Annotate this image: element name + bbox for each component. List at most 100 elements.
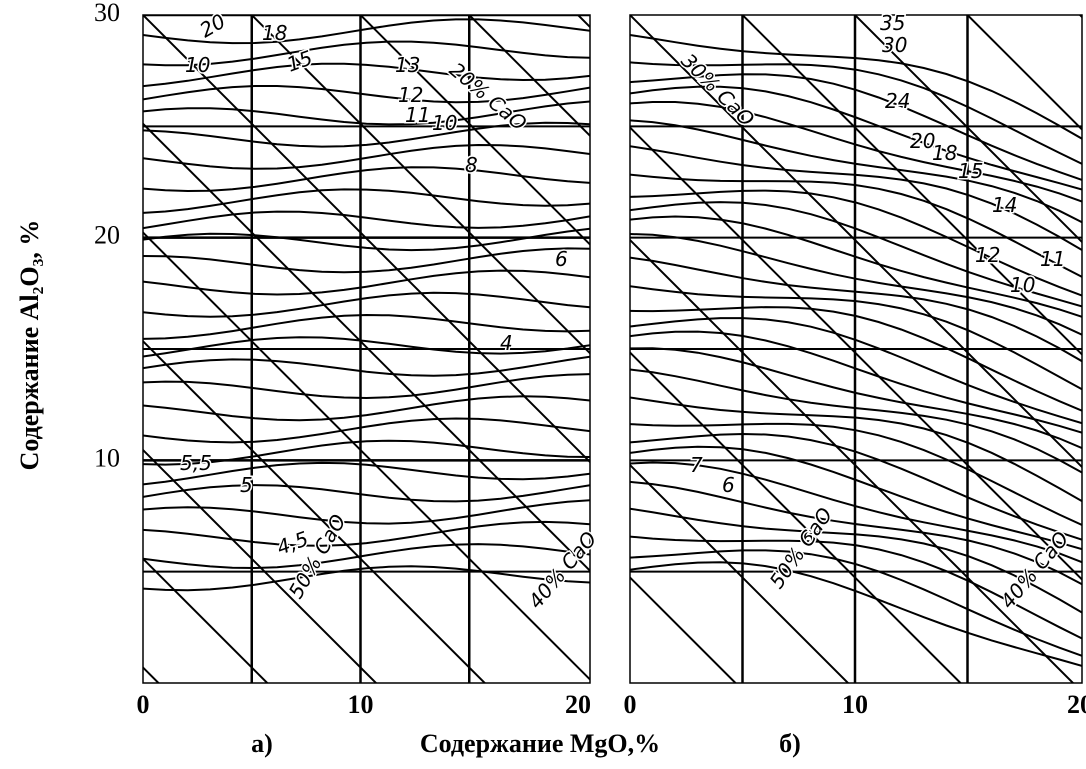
diagonal [630, 463, 850, 683]
contour-line [143, 121, 590, 148]
contour-label: 5 [240, 473, 253, 497]
y-axis-label: Содержание Al₂O₃, % [15, 220, 44, 471]
contour-line [630, 422, 1082, 526]
contour-label: 11 [405, 103, 430, 127]
contour-line [630, 256, 1082, 363]
contour-label: 10 [185, 53, 210, 77]
diagonal [576, 15, 590, 29]
contour-line [630, 34, 1082, 140]
contour-line [143, 227, 590, 252]
diagonal [741, 15, 1082, 356]
diagonal [467, 15, 590, 138]
contour-line [630, 480, 1082, 586]
contour-line [630, 306, 1082, 412]
diagonal [143, 122, 590, 573]
contour-line [143, 166, 590, 193]
contour-line [143, 461, 590, 486]
contour-line [143, 395, 590, 422]
diagonal [250, 15, 590, 355]
contour-label: 6 [555, 247, 568, 271]
contour-label: 20% CaO [445, 57, 532, 135]
diagonal [0, 0, 430, 715]
contour-label: 15 [958, 159, 983, 183]
x-tick-label: 20 [1067, 690, 1086, 719]
contour-line [630, 507, 1082, 614]
contour-line [630, 201, 1082, 308]
y-tick-label: 20 [94, 221, 120, 250]
contour-label: 30 [882, 33, 907, 57]
contour-line [630, 189, 1082, 297]
contour-line [630, 561, 1082, 667]
panel-label: б) [779, 729, 801, 758]
diagonal [359, 15, 590, 246]
x-tick-label: 0 [137, 690, 150, 719]
contour-line [143, 565, 590, 592]
contour-line [630, 461, 1082, 564]
diagonal [0, 0, 655, 715]
contour-line [630, 317, 1082, 425]
x-tick-label: 20 [565, 690, 591, 719]
contour-label: 10 [432, 111, 457, 135]
contour-label: 7 [690, 453, 703, 477]
x-axis-label: Содержание MgO,% [420, 729, 660, 758]
contour-label: 50% CaO [284, 510, 351, 602]
contour-label: 20 [910, 129, 935, 153]
contour-line [630, 233, 1082, 336]
contour-line [630, 549, 1082, 657]
contour-label: 11 [1040, 247, 1065, 271]
contour-line [143, 62, 590, 88]
contour-line [143, 336, 590, 358]
contour-line [630, 61, 1082, 165]
contour-line [143, 210, 590, 230]
contour-line [630, 145, 1082, 251]
contour-line [143, 520, 590, 547]
plot-border [142, 14, 591, 684]
contour-line [143, 18, 590, 45]
x-tick-label: 10 [348, 690, 374, 719]
contour-line [630, 285, 1082, 391]
plot-area [0, 0, 1082, 715]
contour-line [630, 215, 1082, 318]
diagonal [143, 231, 590, 681]
diagonal [831, 0, 1086, 715]
diagonal [630, 126, 1082, 581]
contour-label: 5,5 [180, 451, 212, 475]
contour-label: 18 [262, 21, 287, 45]
diagonal [630, 576, 737, 683]
diagonal [0, 0, 543, 715]
contour-line [143, 40, 590, 67]
contour-line [143, 355, 590, 377]
contour-label: 6 [802, 526, 815, 550]
contour-label: 6 [722, 473, 735, 497]
contour-line [143, 247, 590, 274]
contour-line [630, 85, 1082, 191]
contour-line [630, 535, 1082, 640]
diagonal [143, 448, 378, 683]
diagonal [143, 557, 269, 683]
contour-label: 18 [932, 141, 957, 165]
contour-label: 12 [398, 83, 423, 107]
plot-area [143, 0, 1086, 715]
contour-line [143, 100, 590, 126]
contour-line [630, 101, 1082, 203]
contour-label: 10 [1010, 273, 1035, 297]
contour-line [143, 417, 590, 444]
contour-line [143, 373, 590, 400]
contour-label: 8 [465, 153, 478, 177]
contour-line [630, 173, 1082, 278]
contour-line [143, 291, 590, 318]
diagonal [853, 15, 1082, 244]
contour-line [143, 188, 590, 214]
contour-line [143, 313, 590, 340]
contour-line [630, 330, 1082, 434]
panel-label: а) [251, 729, 273, 758]
contour-line [143, 85, 590, 104]
contour-line [630, 347, 1082, 450]
plot-border [629, 14, 1083, 684]
contour-line [630, 445, 1082, 551]
contour-line [143, 499, 590, 525]
contour-line [143, 269, 590, 296]
contour-label: 20 [196, 9, 230, 43]
